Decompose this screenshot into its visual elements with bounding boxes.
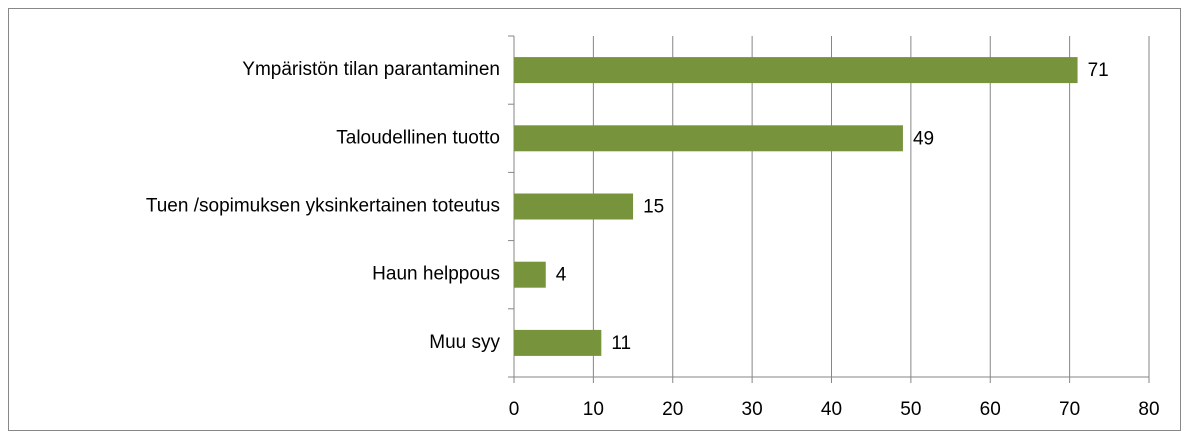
data-label: 11 (611, 333, 631, 354)
x-tick-label: 40 (821, 399, 842, 420)
x-tick-label: 60 (980, 399, 1001, 420)
y-tick-label: Taloudellinen tuotto (336, 127, 500, 148)
x-tick-label: 30 (742, 399, 763, 420)
data-label: 4 (556, 265, 567, 286)
data-label: 49 (913, 128, 934, 149)
data-label: 71 (1088, 60, 1109, 81)
x-tick-label: 70 (1059, 399, 1080, 420)
y-tick-label: Haun helppous (372, 264, 500, 285)
x-tick-label: 0 (509, 399, 520, 420)
x-tick-label: 10 (583, 399, 604, 420)
bar (514, 329, 602, 356)
x-tick-label: 50 (900, 399, 921, 420)
bar (514, 125, 903, 152)
y-tick-label: Ympäristön tilan parantaminen (242, 59, 500, 80)
bar (514, 193, 634, 220)
x-tick-label: 80 (1138, 399, 1159, 420)
bar (514, 57, 1078, 84)
bar (514, 261, 546, 288)
y-tick-label: Tuen /sopimuksen yksinkertainen toteutus (146, 196, 500, 217)
data-label: 15 (643, 197, 664, 218)
x-tick-label: 20 (662, 399, 683, 420)
y-tick-label: Muu syy (429, 332, 500, 353)
